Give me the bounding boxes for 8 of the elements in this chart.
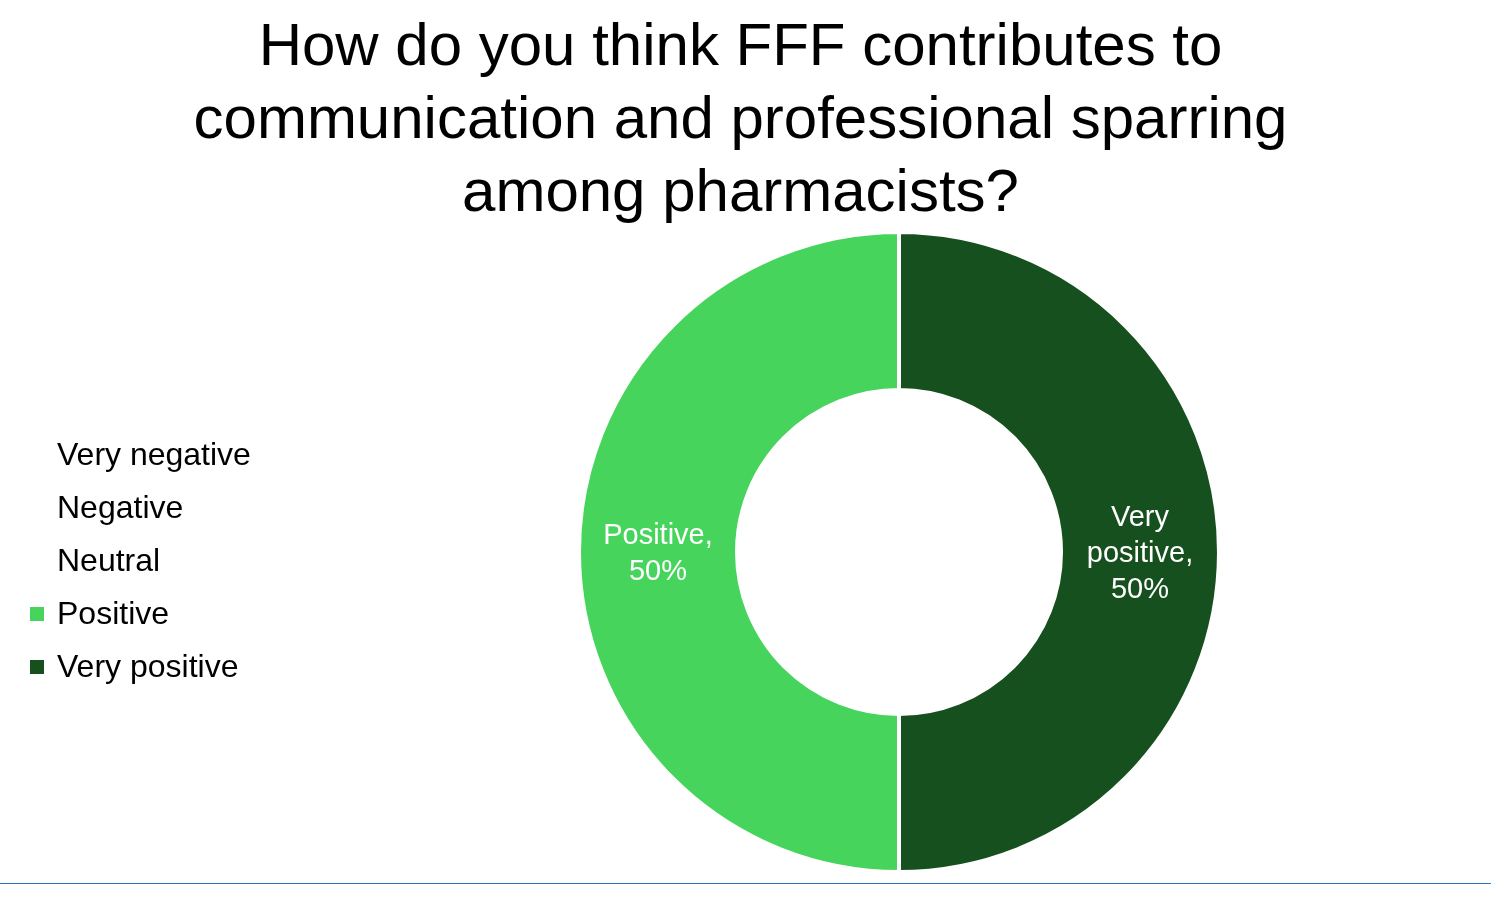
data-label: Positive, 50%: [603, 518, 713, 586]
legend-label: Very positive: [57, 648, 239, 685]
legend-label: Positive: [57, 595, 170, 632]
data-label: Very positive, 50%: [1086, 500, 1194, 604]
category-label: Very negative: [57, 436, 251, 472]
category-label: Negative: [57, 489, 184, 525]
category-label: Neutral: [57, 542, 161, 578]
chart-title: How do you think FFF contributes to communication and professional sparring among pharmacists?: [192, 10, 1289, 226]
